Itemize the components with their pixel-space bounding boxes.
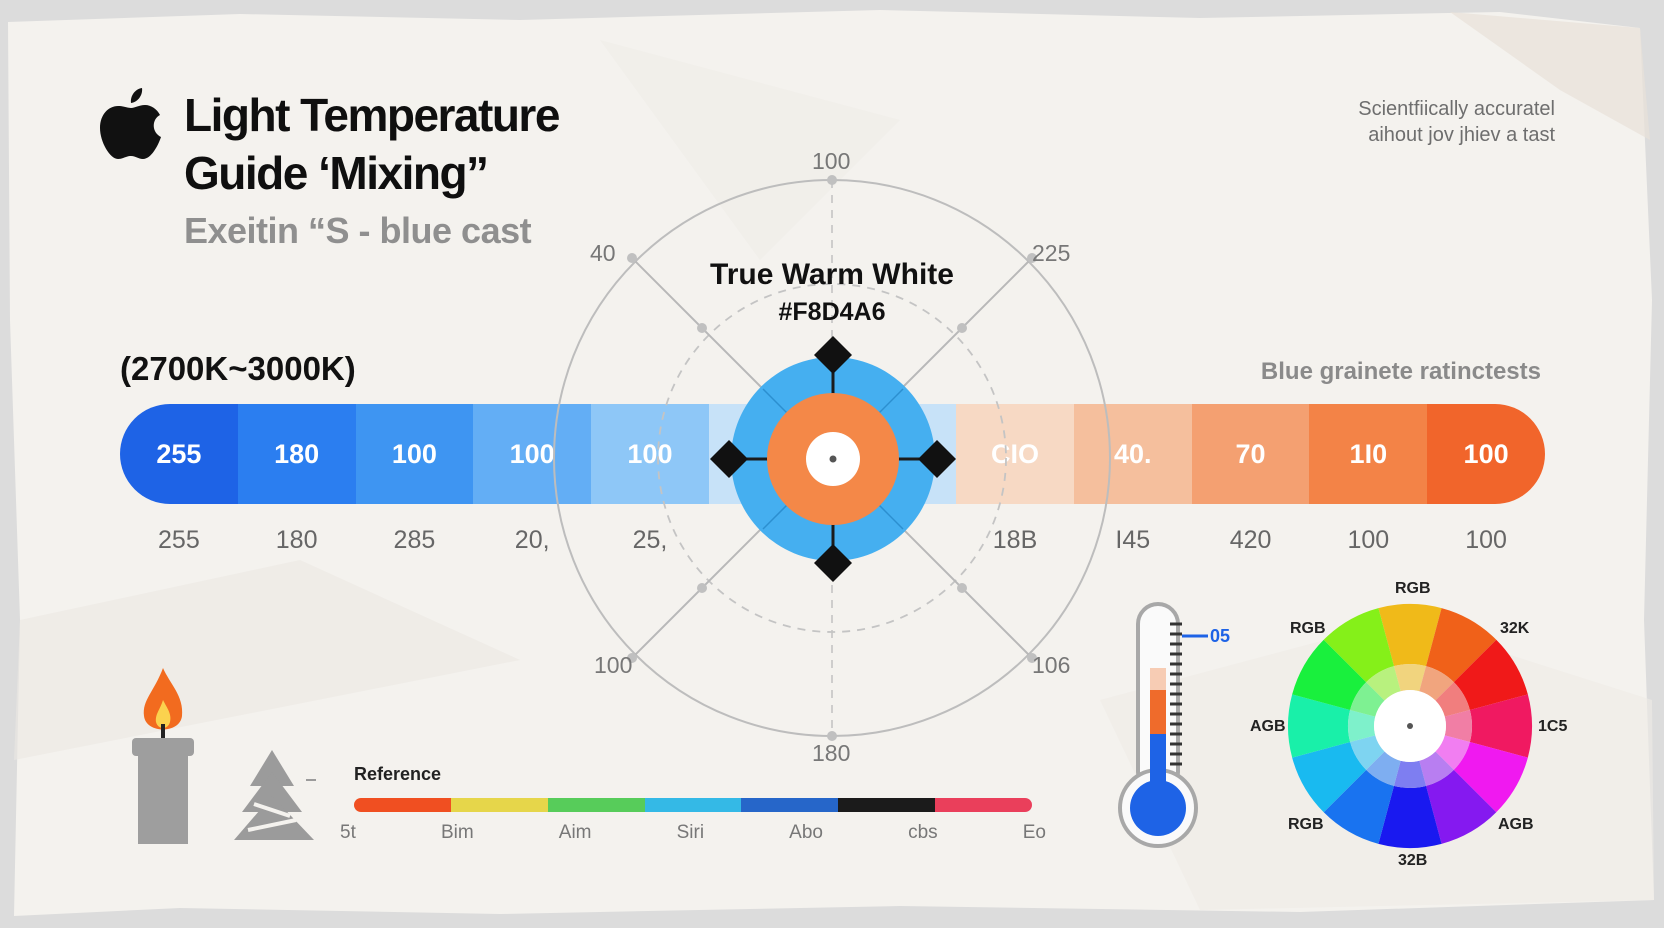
dial-label-bottom-right: 106 <box>1032 652 1071 678</box>
reference-label: Bim <box>440 822 474 843</box>
reference-swatch <box>838 798 936 812</box>
color-wheel-segment <box>1292 639 1367 710</box>
dial-label-top-right: 225 <box>1032 240 1071 266</box>
band-secondary-value: 20, <box>514 526 550 554</box>
apple-icon <box>100 88 161 159</box>
band-segment: 255 <box>120 404 238 504</box>
wheel-label-bottom: 32B <box>1398 852 1428 869</box>
reference-label: Siri <box>676 822 705 843</box>
reference-swatch <box>450 798 548 812</box>
band-secondary-value: 25, <box>632 526 668 554</box>
color-wheel-segment <box>1323 608 1394 683</box>
band-secondary-value: 100 <box>1347 526 1390 554</box>
band-segment: 100 <box>591 404 709 504</box>
thermometer-icon <box>1118 602 1208 848</box>
band-secondary-value: 100 <box>1465 526 1507 554</box>
wheel-label-left: AGB <box>1250 718 1286 735</box>
reference-swatch <box>935 798 1032 812</box>
band-secondary-value: 285 <box>393 526 436 554</box>
reference-labels: 5t Bim Aim Siri Abo cbs Eo <box>340 822 1046 844</box>
reference-label: Eo <box>1022 822 1046 843</box>
band-secondary-value: 420 <box>1229 526 1272 554</box>
reference-swatch <box>547 798 645 812</box>
band-segment: 100 <box>473 404 592 504</box>
band-segment: 40. <box>1073 404 1192 504</box>
color-wheel-segment <box>1426 608 1497 683</box>
color-wheel-segment <box>1350 735 1385 770</box>
reference-label: Aim <box>558 822 592 843</box>
thermometer-tag: 05 <box>1210 626 1231 646</box>
temperature-range-label: (2700K~3000K) <box>120 350 356 387</box>
dial-label-top: 100 <box>812 148 851 174</box>
band-secondary-value: 180 <box>275 526 318 554</box>
color-wheel-segment <box>1378 604 1442 667</box>
dial-label-bottom-left: 100 <box>594 652 633 678</box>
title-line-1: Light Temperature <box>184 89 560 141</box>
candle-icon <box>132 668 194 844</box>
center-color-hex: #F8D4A6 <box>778 298 886 326</box>
tagline-line-1: Scientfiically accuratel <box>1358 98 1555 120</box>
color-wheel-segment <box>1435 682 1470 717</box>
color-wheel-segment <box>1366 666 1401 701</box>
wheel-label-top-right: 32K <box>1500 620 1530 637</box>
tagline-line-2: aihout jov jhiev a tast <box>1368 124 1555 146</box>
color-wheel-segment <box>1444 709 1472 743</box>
band-segment: 180 <box>237 404 356 504</box>
right-caption: Blue grainete ratinctests <box>1260 358 1541 385</box>
band-secondary-value: 18B <box>992 526 1038 554</box>
reference-label: Abo <box>789 822 823 843</box>
band-segment: 100 <box>355 404 474 504</box>
color-wheel-segment <box>1378 785 1442 848</box>
color-wheel-segment <box>1350 682 1385 717</box>
title-line-2: Guide ‘Mixing” <box>184 147 489 199</box>
color-wheel-segment <box>1288 694 1351 758</box>
color-wheel-segment <box>1393 664 1427 692</box>
color-wheel-segment <box>1419 751 1454 786</box>
band-secondary-values: 255 180 285 20, 25, 18B I45 420 100 100 <box>120 520 1545 560</box>
band-segment: 1I0 <box>1309 404 1428 504</box>
wheel-label-bottom-left: RGB <box>1288 816 1324 833</box>
reference-label: cbs <box>908 822 938 843</box>
color-wheel-segment <box>1393 760 1427 788</box>
dial-label-top-left: 40 <box>590 240 616 266</box>
color-wheel-segment <box>1435 735 1470 770</box>
reference-color-strip <box>354 798 1032 812</box>
reference-swatch <box>354 798 451 812</box>
band-segment: 100 <box>1427 404 1545 504</box>
subtitle: Exeitin “S - blue cast <box>184 210 532 251</box>
color-wheel-segment <box>1453 742 1528 813</box>
band-secondary-value: I45 <box>1115 526 1151 554</box>
pine-tree-icon <box>234 750 316 840</box>
reference-swatch <box>741 798 839 812</box>
reference-title: Reference <box>354 764 442 784</box>
color-wheel-segment <box>1348 709 1376 743</box>
wheel-label-bottom-right: AGB <box>1498 816 1534 833</box>
reference-swatch <box>644 798 742 812</box>
band-segment: 70 <box>1191 404 1310 504</box>
reference-label: 5t <box>340 822 356 843</box>
center-color-name: True Warm White <box>710 258 954 291</box>
wheel-label-top-left: RGB <box>1290 620 1326 637</box>
band-segment: CIO <box>956 404 1074 504</box>
color-wheel-segment <box>1419 666 1454 701</box>
color-wheel-segment <box>1366 751 1401 786</box>
crosshair-target-icon <box>710 336 956 582</box>
color-wheel-icon <box>1288 604 1532 848</box>
color-wheel-segment <box>1426 769 1497 844</box>
color-wheel-segment <box>1323 769 1394 844</box>
wheel-label-top: RGB <box>1395 580 1431 597</box>
wheel-label-right: 1C5 <box>1538 718 1568 735</box>
dial-label-bottom: 180 <box>812 740 851 766</box>
color-wheel-segment <box>1469 694 1532 758</box>
color-wheel-segment <box>1292 742 1367 813</box>
band-secondary-value: 255 <box>158 526 200 554</box>
color-wheel-segment <box>1453 639 1528 710</box>
